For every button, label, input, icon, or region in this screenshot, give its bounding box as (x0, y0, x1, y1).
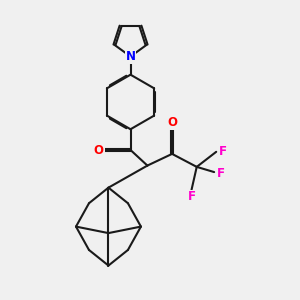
Text: F: F (188, 190, 196, 203)
Text: O: O (94, 143, 104, 157)
Text: N: N (125, 50, 136, 63)
Text: F: F (219, 145, 227, 158)
Text: O: O (167, 116, 177, 129)
Text: F: F (217, 167, 225, 180)
